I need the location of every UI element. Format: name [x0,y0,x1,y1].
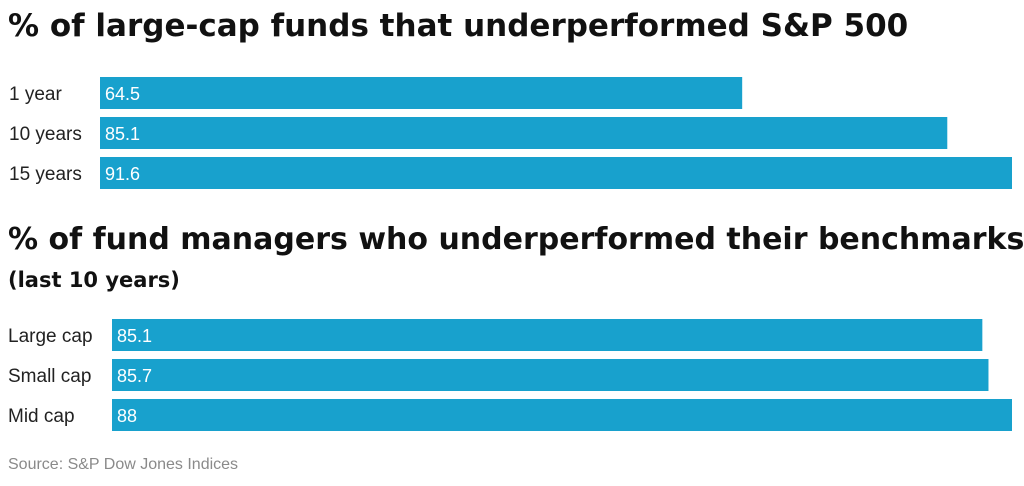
chart1-bar-15-years [100,157,1012,189]
chart2-subtitle: (last 10 years) [8,268,180,292]
chart2-bar-large-cap [112,319,983,351]
chart2-value-label-large-cap: 85.1 [117,326,152,346]
chart1-category-label-1-year: 1 year [9,84,62,105]
chart1-category-label-10-years: 10 years [9,124,82,145]
chart1-plot: 1 year 64.5 10 years 85.1 15 years 91.6 [9,77,1012,189]
chart1-value-label-1-year: 64.5 [105,84,140,104]
chart2-category-label-large-cap: Large cap [8,326,93,347]
chart2-value-label-mid-cap: 88 [117,406,137,426]
chart2-category-label-mid-cap: Mid cap [8,406,75,427]
chart1-value-label-10-years: 85.1 [105,124,140,144]
source-note: Source: S&P Dow Jones Indices [8,456,239,473]
chart1-bar-10-years [100,117,948,149]
chart1-title: % of large-cap funds that underperformed… [8,8,909,44]
chart2-bar-mid-cap [112,399,1012,431]
chart2-title: % of fund managers who underperformed th… [8,222,1024,257]
chart1-value-label-15-years: 91.6 [105,164,140,184]
chart1-category-label-15-years: 15 years [9,164,82,185]
chart2-category-label-small-cap: Small cap [8,366,91,387]
chart2-bar-small-cap [112,359,989,391]
chart2-plot: Large cap 85.1 Small cap 85.7 Mid cap 88 [8,319,1012,431]
chart2-value-label-small-cap: 85.7 [117,366,152,386]
chart1-bar-1-year [100,77,743,109]
